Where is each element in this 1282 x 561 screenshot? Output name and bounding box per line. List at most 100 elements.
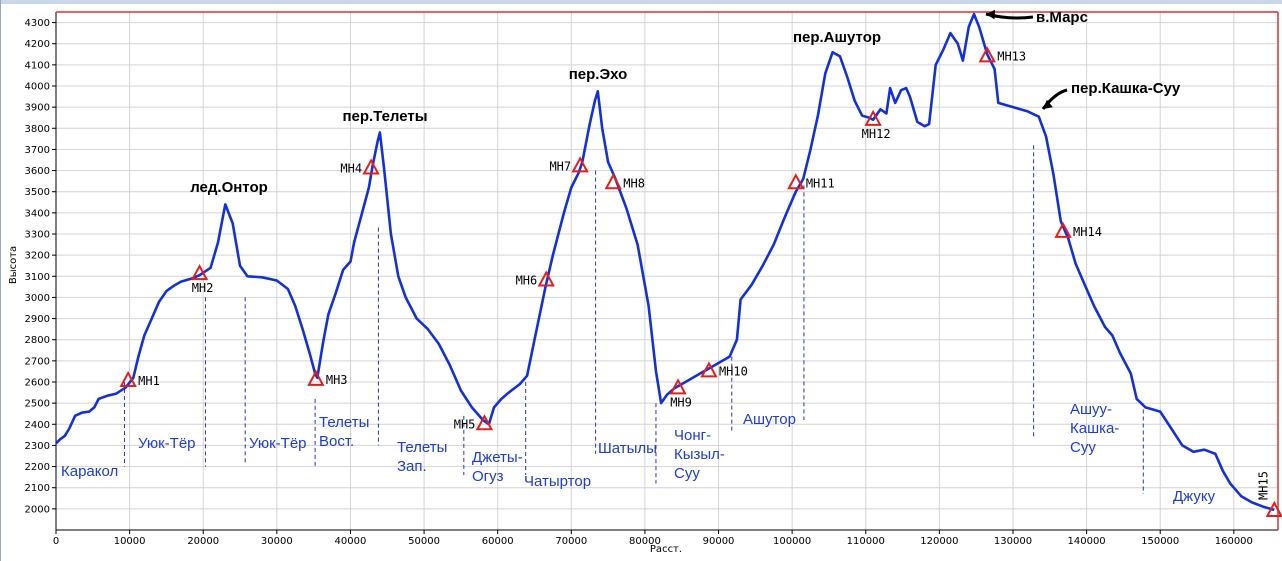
waypoint-marker bbox=[190, 264, 209, 281]
segment-label-line: Уюк-Тёр bbox=[249, 435, 307, 452]
waypoint-marker bbox=[700, 361, 718, 378]
segment-label: Шатылы bbox=[598, 440, 657, 457]
segment-label-line: Огуз bbox=[472, 468, 504, 485]
x-tick-label: 50000 bbox=[408, 536, 440, 547]
peak-label: в.Марс bbox=[1036, 9, 1088, 26]
waypoint-markers bbox=[119, 46, 1282, 517]
x-tick-label: 60000 bbox=[482, 536, 514, 547]
window-top-strip bbox=[1, 0, 1282, 4]
segment-label: Ашуу- Кашка- Суу bbox=[1070, 401, 1119, 456]
y-tick-label: 3500 bbox=[25, 187, 50, 198]
peak-label: пер.Телеты bbox=[342, 108, 427, 125]
peak-label: пер.Эхо bbox=[569, 66, 628, 83]
waypoint-label: МН3 bbox=[326, 373, 348, 387]
waypoint-marker bbox=[864, 109, 882, 126]
waypoint-marker bbox=[1265, 500, 1282, 517]
axis-ticks: 2000 2100 2200 2300 2400 2500 2600 2700 2800 2900… bbox=[25, 18, 1253, 547]
waypoint-marker bbox=[571, 156, 589, 173]
segment-label-line: Телеты bbox=[319, 414, 369, 431]
x-tick-label: 0 bbox=[53, 536, 59, 547]
y-tick-label: 2200 bbox=[25, 462, 50, 473]
waypoint-marker bbox=[307, 369, 325, 386]
waypoint-marker bbox=[787, 173, 805, 190]
segment-label-line: Чонг- bbox=[674, 427, 711, 444]
segment-label-line: Зап. bbox=[397, 458, 427, 475]
annotations: МН1 МН2 МН3 МН4 МН5 МН6 МН7 МН8 МН9 МН10 МН11 МН12 М… bbox=[61, 9, 1270, 505]
segment-label: Чонг- Кызыл- Суу bbox=[674, 427, 725, 482]
segment-label-line: Ашуу- bbox=[1070, 401, 1112, 418]
y-tick-label: 4300 bbox=[25, 18, 50, 29]
x-tick-label: 130000 bbox=[994, 536, 1032, 547]
waypoint-label: МН11 bbox=[806, 176, 835, 190]
plot-background bbox=[56, 12, 1278, 530]
x-tick-label: 110000 bbox=[847, 536, 885, 547]
segment-label-line: Вост. bbox=[319, 433, 354, 450]
waypoint-marker bbox=[604, 173, 622, 190]
y-tick-label: 3300 bbox=[25, 230, 50, 241]
segment-label-line: Суу bbox=[674, 465, 700, 482]
x-tick-label: 100000 bbox=[773, 536, 811, 547]
waypoint-label: МН14 bbox=[1073, 225, 1102, 239]
waypoint-marker bbox=[362, 158, 380, 175]
peak-label: пер.Ашутор bbox=[793, 29, 881, 46]
waypoint-label: МН10 bbox=[719, 364, 748, 378]
segment-label-line: Уюк-Тёр bbox=[138, 435, 196, 452]
peak-label: лед.Онтор bbox=[190, 179, 268, 196]
segment-label-line: Джуку bbox=[1173, 488, 1216, 505]
waypoint-label: МН12 bbox=[862, 127, 891, 141]
waypoint-label: МН2 bbox=[192, 281, 214, 295]
x-tick-label: 160000 bbox=[1215, 536, 1253, 547]
segment-label: Джуку bbox=[1173, 488, 1216, 505]
y-tick-label: 2600 bbox=[25, 378, 50, 389]
waypoint-marker bbox=[537, 270, 555, 287]
segment-label-line: Кашка- bbox=[1070, 420, 1119, 437]
y-tick-label: 2100 bbox=[25, 483, 50, 494]
peak-arrowhead bbox=[986, 9, 996, 20]
segment-label-line: Телеты bbox=[397, 439, 447, 456]
segment-label: Телеты Вост. bbox=[319, 414, 369, 450]
plot-frame bbox=[55, 11, 1279, 531]
y-tick-label: 3200 bbox=[25, 251, 50, 262]
waypoint-label: МН7 bbox=[549, 159, 571, 173]
y-tick-label: 2300 bbox=[25, 441, 50, 452]
x-tick-label: 10000 bbox=[114, 536, 146, 547]
grid bbox=[55, 12, 1278, 530]
y-tick-label: 2900 bbox=[25, 314, 50, 325]
x-tick-label: 120000 bbox=[920, 536, 958, 547]
waypoint-label: МН1 bbox=[138, 374, 160, 388]
y-tick-label: 4200 bbox=[25, 39, 50, 50]
segment-label-line: Каракол bbox=[61, 463, 118, 480]
segment-label-line: Чатыртор bbox=[524, 473, 591, 490]
waypoint-label: МН13 bbox=[997, 49, 1026, 63]
y-tick-label: 2500 bbox=[25, 399, 50, 410]
y-tick-label: 3900 bbox=[25, 103, 50, 114]
waypoint-label: МН6 bbox=[516, 274, 538, 288]
y-axis-title: Высота bbox=[8, 246, 19, 284]
y-tick-label: 4000 bbox=[25, 82, 50, 93]
waypoint-marker bbox=[978, 46, 996, 63]
x-tick-label: 70000 bbox=[555, 536, 587, 547]
waypoint-label: МН15 bbox=[1256, 471, 1270, 500]
segment-label: Ашутор bbox=[743, 411, 796, 428]
peak-arrowhead bbox=[1043, 99, 1053, 109]
segment-label-line: Суу bbox=[1070, 439, 1096, 456]
segment-label: Телеты Зап. bbox=[397, 439, 447, 475]
y-tick-label: 2000 bbox=[25, 504, 50, 515]
x-tick-label: 30000 bbox=[261, 536, 293, 547]
segment-label: Чатыртор bbox=[524, 473, 591, 490]
y-tick-label: 3100 bbox=[25, 272, 50, 283]
waypoint-marker bbox=[1054, 221, 1072, 238]
x-axis-title: Расст. bbox=[650, 544, 682, 555]
waypoint-label: МН9 bbox=[670, 395, 692, 409]
segment-label-line: Джеты- bbox=[472, 449, 523, 466]
y-tick-label: 3000 bbox=[25, 293, 50, 304]
segment-label-line: Кызыл- bbox=[674, 446, 725, 463]
x-tick-label: 20000 bbox=[187, 536, 219, 547]
segment-dividers bbox=[123, 145, 1144, 495]
y-tick-label: 4100 bbox=[25, 60, 50, 71]
peak-label: пер.Кашка-Суу bbox=[1071, 80, 1181, 97]
waypoint-marker bbox=[475, 414, 494, 431]
y-tick-label: 3800 bbox=[25, 124, 50, 135]
waypoint-label: МН8 bbox=[623, 176, 645, 190]
